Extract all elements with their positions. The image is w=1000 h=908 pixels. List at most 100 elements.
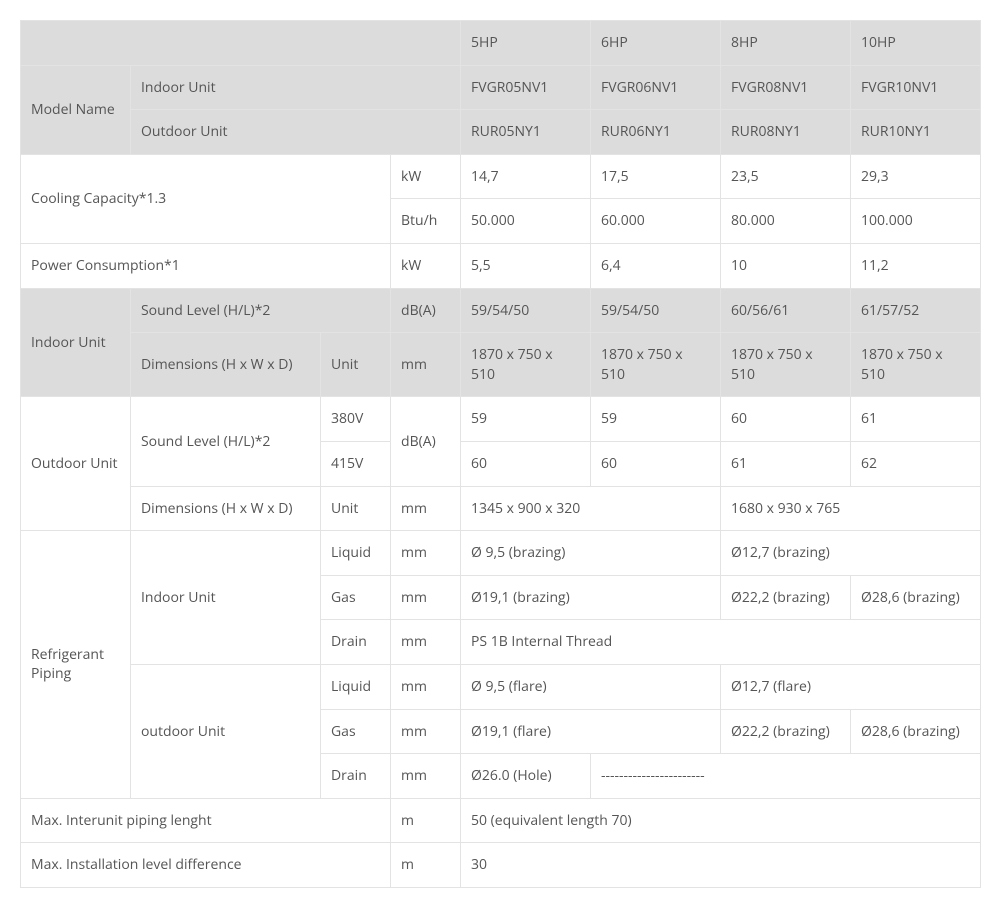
data-cell: Ø12,7 (flare) <box>721 664 981 709</box>
unit-cell: m <box>391 798 461 843</box>
data-cell: Ø28,6 (brazing) <box>851 575 981 620</box>
data-cell: 61 <box>721 441 851 486</box>
sub-cell: 380V <box>321 397 391 442</box>
model-outdoor: RUR05NY1 <box>461 110 591 155</box>
outdoor-unit-label: Outdoor Unit <box>131 110 461 155</box>
model-outdoor: RUR10NY1 <box>851 110 981 155</box>
data-cell: Ø12,7 (brazing) <box>721 531 981 576</box>
data-cell: Ø19,1 (flare) <box>461 709 721 754</box>
data-cell: 59 <box>591 397 721 442</box>
spec-table: 5HP 6HP 8HP 10HP Model Name Indoor Unit … <box>20 20 981 888</box>
data-cell: 6,4 <box>591 243 721 288</box>
data-cell: PS 1B Internal Thread <box>461 620 981 665</box>
unit-cell: mm <box>391 709 461 754</box>
data-cell: 10 <box>721 243 851 288</box>
unit-cell: mm <box>391 754 461 799</box>
indoor-unit-label: Indoor Unit <box>131 65 461 110</box>
unit-cell: Btu/h <box>391 199 461 244</box>
data-cell: 1870 x 750 x 510 <box>851 333 981 397</box>
unit-cell: dB(A) <box>391 397 461 486</box>
power-label: Power Consumption*1 <box>21 243 391 288</box>
data-cell: 61 <box>851 397 981 442</box>
data-cell: 60.000 <box>591 199 721 244</box>
model-indoor: FVGR05NV1 <box>461 65 591 110</box>
model-outdoor: RUR08NY1 <box>721 110 851 155</box>
unit-cell: mm <box>391 664 461 709</box>
data-cell: 1870 x 750 x 510 <box>591 333 721 397</box>
max-pipe-label: Max. Interunit piping lenght <box>21 798 391 843</box>
data-cell: 17,5 <box>591 154 721 199</box>
model-indoor: FVGR10NV1 <box>851 65 981 110</box>
piping-outdoor-label: outdoor Unit <box>131 664 321 798</box>
model-indoor: FVGR06NV1 <box>591 65 721 110</box>
data-cell: 1680 x 930 x 765 <box>721 486 981 531</box>
data-cell: 60 <box>591 441 721 486</box>
data-cell: 62 <box>851 441 981 486</box>
data-cell: 30 <box>461 843 981 888</box>
hp-header: 5HP <box>461 21 591 66</box>
indoor-dim-label: Dimensions (H x W x D) <box>131 333 321 397</box>
hp-header: 8HP <box>721 21 851 66</box>
sub-cell: Drain <box>321 754 391 799</box>
sub-cell: Drain <box>321 620 391 665</box>
indoor-block-label: Indoor Unit <box>21 288 131 397</box>
sub-cell: Liquid <box>321 531 391 576</box>
model-name-label: Model Name <box>21 65 131 154</box>
cooling-label: Cooling Capacity*1.3 <box>21 154 391 243</box>
data-cell: 59 <box>461 397 591 442</box>
data-cell: Ø28,6 (brazing) <box>851 709 981 754</box>
data-cell: 1870 x 750 x 510 <box>721 333 851 397</box>
model-outdoor: RUR06NY1 <box>591 110 721 155</box>
data-cell: ----------------------- <box>591 754 981 799</box>
unit-cell: mm <box>391 531 461 576</box>
sub-cell: 415V <box>321 441 391 486</box>
outdoor-sound-label: Sound Level (H/L)*2 <box>131 397 321 486</box>
unit-cell: dB(A) <box>391 288 461 333</box>
piping-indoor-label: Indoor Unit <box>131 531 321 665</box>
indoor-sound-label: Sound Level (H/L)*2 <box>131 288 391 333</box>
unit-cell: kW <box>391 243 461 288</box>
max-level-label: Max. Installation level difference <box>21 843 391 888</box>
outdoor-block-label: Outdoor Unit <box>21 397 131 531</box>
data-cell: Ø19,1 (brazing) <box>461 575 721 620</box>
data-cell: 60 <box>721 397 851 442</box>
data-cell: 11,2 <box>851 243 981 288</box>
data-cell: 59/54/50 <box>591 288 721 333</box>
sub-cell: Gas <box>321 709 391 754</box>
hp-header: 10HP <box>851 21 981 66</box>
unit-cell: mm <box>391 620 461 665</box>
hp-header: 6HP <box>591 21 721 66</box>
unit-cell: mm <box>391 486 461 531</box>
data-cell: 50 (equivalent length 70) <box>461 798 981 843</box>
sub-cell: Unit <box>321 486 391 531</box>
data-cell: 59/54/50 <box>461 288 591 333</box>
piping-label: Refrigerant Piping <box>21 531 131 799</box>
data-cell: Ø 9,5 (brazing) <box>461 531 721 576</box>
data-cell: Ø22,2 (brazing) <box>721 709 851 754</box>
data-cell: 60/56/61 <box>721 288 851 333</box>
model-indoor: FVGR08NV1 <box>721 65 851 110</box>
data-cell: 5,5 <box>461 243 591 288</box>
sub-cell: Liquid <box>321 664 391 709</box>
unit-cell: mm <box>391 333 461 397</box>
data-cell: 29,3 <box>851 154 981 199</box>
sub-cell: Gas <box>321 575 391 620</box>
data-cell: Ø 9,5 (flare) <box>461 664 721 709</box>
data-cell: 60 <box>461 441 591 486</box>
data-cell: 50.000 <box>461 199 591 244</box>
data-cell: Ø26.0 (Hole) <box>461 754 591 799</box>
unit-cell: mm <box>391 575 461 620</box>
unit-cell: m <box>391 843 461 888</box>
data-cell: 80.000 <box>721 199 851 244</box>
sub-cell: Unit <box>321 333 391 397</box>
unit-cell: kW <box>391 154 461 199</box>
data-cell: 23,5 <box>721 154 851 199</box>
outdoor-dim-label: Dimensions (H x W x D) <box>131 486 321 531</box>
blank-header <box>21 21 461 66</box>
data-cell: 14,7 <box>461 154 591 199</box>
data-cell: 1870 x 750 x 510 <box>461 333 591 397</box>
data-cell: 61/57/52 <box>851 288 981 333</box>
data-cell: 1345 x 900 x 320 <box>461 486 721 531</box>
data-cell: Ø22,2 (brazing) <box>721 575 851 620</box>
data-cell: 100.000 <box>851 199 981 244</box>
